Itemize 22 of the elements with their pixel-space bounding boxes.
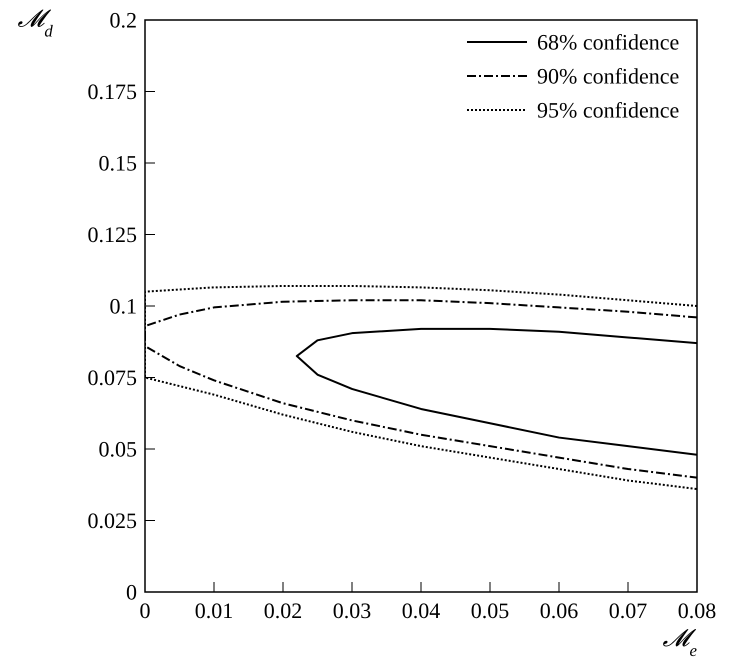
- x-axis-title: 𝓜$_{e}$: [662, 626, 698, 660]
- y-tick-label: 0.15: [98, 150, 137, 176]
- x-tick-label: 0.06: [540, 598, 578, 623]
- y-tick-label: 0.025: [88, 508, 137, 534]
- y-tick-label: 0.125: [88, 222, 137, 248]
- y-tick-label: 0.2: [110, 8, 137, 33]
- x-tick-label: 0.08: [678, 598, 716, 623]
- y-tick-label: 0: [126, 580, 137, 605]
- legend-label: 90% confidence: [537, 64, 680, 89]
- y-tick-label: 0.1: [110, 294, 137, 319]
- y-tick-label: 0.175: [88, 79, 137, 104]
- x-tick-label: 0.04: [402, 598, 440, 623]
- x-tick-label: 0.02: [264, 598, 302, 623]
- y-tick-label: 0.075: [88, 365, 137, 390]
- y-tick-label: 0.05: [98, 436, 137, 462]
- x-tick-label: 0.07: [608, 598, 648, 623]
- legend-label: 95% confidence: [537, 98, 680, 123]
- x-tick-label: 0.05: [470, 598, 510, 623]
- legend-label: 68% confidence: [537, 30, 680, 55]
- y-axis-title: 𝓜$_{d}$: [17, 6, 54, 40]
- x-tick-label: 0.03: [332, 598, 372, 623]
- x-tick-label: 0.01: [194, 598, 234, 623]
